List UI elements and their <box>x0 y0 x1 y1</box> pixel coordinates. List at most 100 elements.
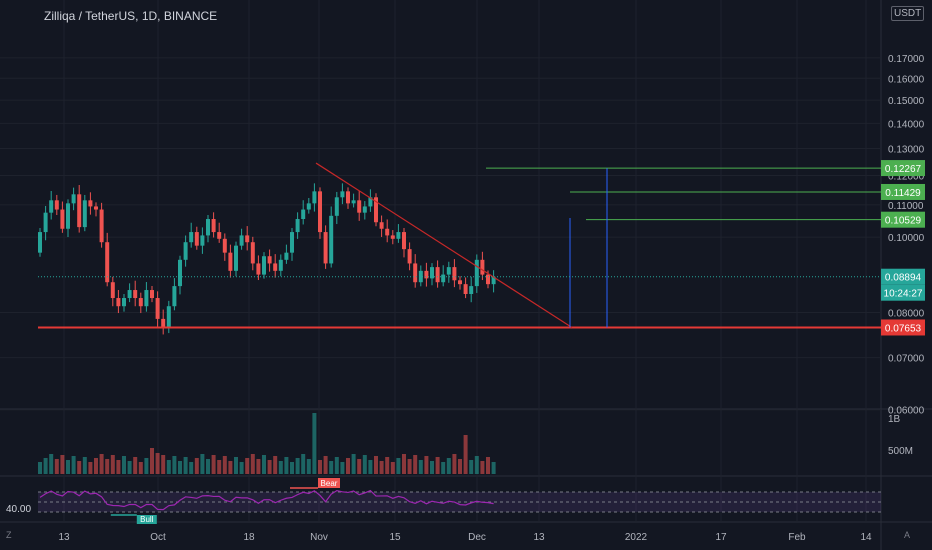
candle-body <box>284 252 289 260</box>
volume-bar <box>105 459 110 474</box>
auto-scale-button[interactable]: A <box>904 530 911 540</box>
candle-body <box>458 280 462 285</box>
candle-body <box>217 232 222 239</box>
price-tick-label: 0.14000 <box>888 119 925 130</box>
volume-bar <box>178 461 182 474</box>
bear-label: Bear <box>321 479 338 488</box>
rsi-line <box>39 489 494 511</box>
volume-bar <box>379 461 384 474</box>
candle-body <box>463 284 468 295</box>
zoom-button[interactable]: Z <box>6 530 12 540</box>
volume-bar <box>239 462 244 474</box>
volume-bar <box>418 460 423 474</box>
candle-body <box>161 318 166 328</box>
target-price-label-bg <box>881 160 925 177</box>
volume-bar <box>458 459 462 474</box>
volume-bar <box>194 458 199 474</box>
candle-body <box>105 242 110 283</box>
candle-body <box>318 191 322 233</box>
price-tick-label: 0.11000 <box>888 201 924 212</box>
candle-body <box>138 298 143 307</box>
candle-body <box>166 306 171 328</box>
candles <box>38 183 496 335</box>
time-tick-label: 14 <box>860 532 872 543</box>
volume-bar <box>491 462 496 474</box>
volume-bar <box>340 462 345 474</box>
candle-body <box>323 232 328 264</box>
bull-label: Bull <box>140 515 154 524</box>
candle-body <box>290 232 294 253</box>
price-tick-label: 0.08000 <box>888 309 925 320</box>
candle-body <box>346 191 350 204</box>
volume-bar <box>295 458 300 474</box>
volume-bar <box>144 458 149 474</box>
candle-body <box>407 249 412 264</box>
drawings[interactable] <box>38 162 881 329</box>
volume-bars <box>38 413 496 474</box>
volume-bar <box>480 461 485 474</box>
candle-body <box>66 203 70 229</box>
candle-body <box>340 191 345 198</box>
candle-body <box>144 290 149 307</box>
volume-tick-label: 1B <box>888 414 901 425</box>
candle-body <box>110 282 115 299</box>
time-tick-label: 13 <box>533 532 545 543</box>
candle-body <box>435 267 440 283</box>
descending-trendline <box>315 162 573 328</box>
symbol-title[interactable]: Zilliqa / TetherUS, 1D, BINANCE <box>44 9 218 23</box>
volume-bar <box>222 456 227 474</box>
time-tick-label: Nov <box>310 532 328 543</box>
volume-bar <box>66 460 70 474</box>
time-tick-label: 13 <box>58 532 70 543</box>
candle-body <box>99 209 104 243</box>
volume-bar <box>278 461 283 474</box>
last-price-label-bg <box>881 268 925 285</box>
candle-body <box>390 235 395 239</box>
time-tick-label: 2022 <box>625 532 648 543</box>
candle-body <box>312 191 317 204</box>
volume-bar <box>430 461 434 474</box>
volume-bar <box>441 462 446 474</box>
volume-bar <box>127 461 132 474</box>
volume-bar <box>396 458 401 474</box>
candle-body <box>374 197 378 223</box>
price-tick-label: 0.15000 <box>888 96 925 107</box>
candle-body <box>88 200 93 207</box>
volume-bar <box>110 455 115 474</box>
candle-body <box>172 286 177 307</box>
candle-body <box>278 259 283 271</box>
volume-bar <box>301 454 306 474</box>
target-price-label: 0.12267 <box>885 164 922 175</box>
volume-bar <box>290 462 294 474</box>
candle-body <box>385 228 390 236</box>
volume-bar <box>138 462 143 474</box>
support-price-label: 0.07653 <box>885 323 922 334</box>
currency-unit-badge[interactable]: USDT <box>891 6 925 21</box>
volume-bar <box>256 459 261 474</box>
candle-body <box>452 267 457 281</box>
volume-bar <box>228 461 233 474</box>
candle-body <box>334 197 339 216</box>
target-price-label-bg <box>881 183 925 200</box>
candle-body <box>183 242 188 260</box>
volume-tick-label: 500M <box>888 446 913 457</box>
candle-body <box>60 209 65 229</box>
volume-bar <box>122 456 126 474</box>
candle-body <box>430 267 434 279</box>
candle-body <box>71 194 76 204</box>
volume-bar <box>189 462 194 474</box>
volume-bar <box>200 454 205 474</box>
volume-bar <box>329 461 334 474</box>
time-tick-label: Dec <box>468 532 486 543</box>
last-price-label: 0.08894 <box>885 273 922 284</box>
candle-body <box>357 200 362 213</box>
price-tick-label: 0.06000 <box>888 406 925 417</box>
candle-body <box>234 245 238 271</box>
time-tick-label: 18 <box>243 532 255 543</box>
volume-bar <box>262 455 266 474</box>
volume-bar <box>217 460 222 474</box>
price-tick-label: 0.07000 <box>888 354 925 365</box>
candle-body <box>122 298 126 307</box>
